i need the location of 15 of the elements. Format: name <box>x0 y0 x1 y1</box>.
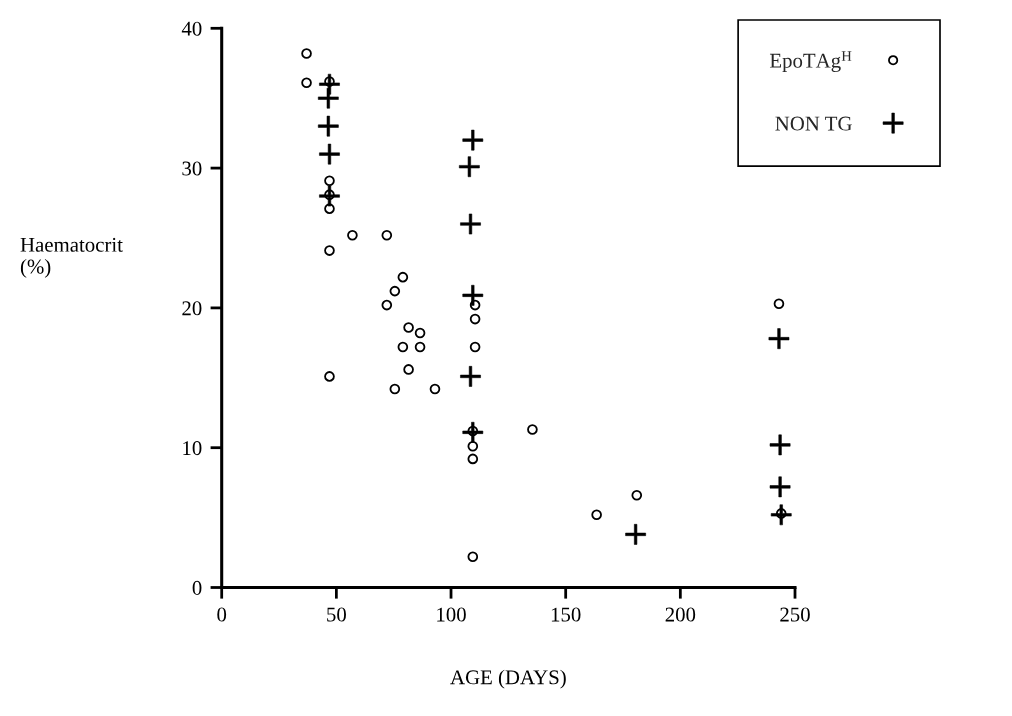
y-tick-label: 10 <box>183 441 202 456</box>
x-tick-label: 250 <box>780 607 810 622</box>
legend-label: NON TG <box>775 116 852 131</box>
x-tick-label: 200 <box>665 607 696 622</box>
x-tick-label: 150 <box>551 607 581 622</box>
x-axis-title: AGE (DAYS) <box>450 669 566 689</box>
x-tick-label: 100 <box>437 607 466 622</box>
legend-label: EpoTAg$^{H}$ <box>769 51 852 72</box>
y-tick-label: 0 <box>192 580 202 595</box>
x-tick-label: 0 <box>217 607 227 622</box>
y-tick-label: 40 <box>181 21 202 36</box>
y-axis-title: Haematocrit (%) <box>20 237 123 278</box>
y-tick-label: 30 <box>182 161 202 176</box>
y-tick-label: 20 <box>182 301 202 316</box>
x-tick-label: 50 <box>327 607 346 622</box>
